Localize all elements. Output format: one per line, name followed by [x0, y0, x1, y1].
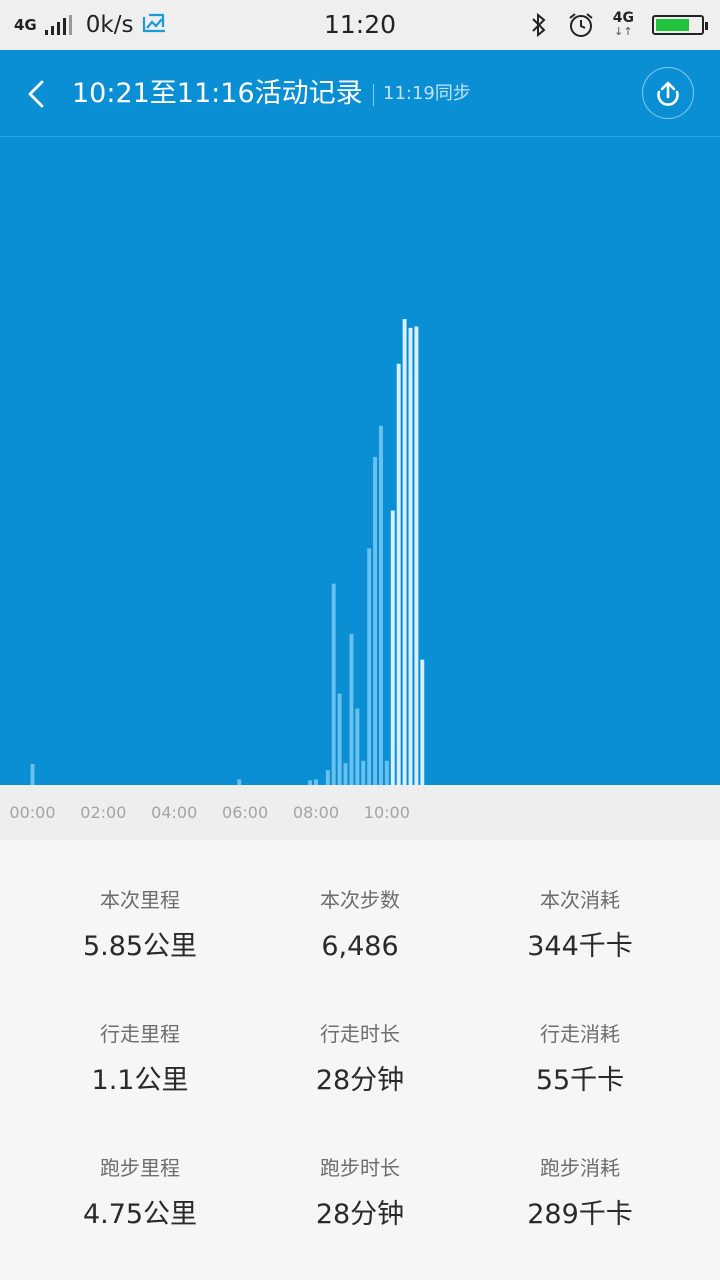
- stat-label: 行走消耗: [540, 1022, 620, 1046]
- stat-item: 行走里程 1.1公里: [20, 1019, 260, 1097]
- data-arrows-icon: 4G ↓↑: [612, 10, 634, 38]
- sync-time: 11:19同步: [383, 83, 471, 104]
- stat-item: 跑步消耗 289千卡: [460, 1153, 700, 1231]
- x-tick-label: 02:00: [80, 803, 127, 822]
- right-network-type: 4G: [612, 10, 634, 26]
- stat-item: 跑步里程 4.75公里: [20, 1153, 260, 1231]
- chart-bar-0820: [325, 770, 330, 785]
- chart-bar-0930: [367, 548, 372, 785]
- chart-bar-0840: [337, 693, 342, 785]
- stat-value: 1.1公里: [91, 1065, 189, 1096]
- time-axis: 00:00 02:00 04:00 06:00 08:00 10:00: [0, 785, 720, 840]
- network-speed: 0k/s: [85, 12, 134, 38]
- app-header: 10:21至11:16活动记录 11:19同步: [0, 50, 720, 137]
- chart-bar-0940: [373, 456, 378, 785]
- activity-bar-chart: [30, 319, 425, 785]
- stat-item: 行走时长 28分钟: [240, 1019, 480, 1097]
- share-button[interactable]: [642, 67, 694, 119]
- stat-item: 本次步数 6,486: [240, 885, 480, 963]
- upload-icon: [657, 81, 679, 106]
- stats-panel: 本次里程 5.85公里 本次步数 6,486 本次消耗 344千卡行走里程 1.1公里 行走时…: [0, 840, 720, 1280]
- chart-bar-1040: [408, 327, 413, 785]
- stat-value: 28分钟: [315, 1199, 405, 1230]
- bluetooth-icon: [532, 12, 546, 38]
- signal-icon: [44, 15, 72, 35]
- stat-value: 55千卡: [535, 1065, 625, 1096]
- stat-item: 本次里程 5.85公里: [20, 885, 260, 963]
- alarm-icon: [569, 13, 593, 37]
- chart-bar-0550: [237, 779, 242, 785]
- stat-value: 344千卡: [527, 931, 633, 962]
- battery-level: [656, 19, 689, 31]
- back-icon[interactable]: [22, 76, 54, 112]
- x-tick-label: 06:00: [222, 803, 269, 822]
- chart-bar-0900: [349, 634, 354, 785]
- x-tick-label: 10:00: [363, 803, 410, 822]
- chart-bar-0910: [355, 708, 360, 785]
- stat-item: 行走消耗 55千卡: [460, 1019, 700, 1097]
- chart-bar-1020: [396, 363, 401, 785]
- page-title: 10:21至11:16活动记录: [72, 78, 363, 109]
- chart-bar-0000: [30, 764, 35, 785]
- stat-label: 跑步时长: [320, 1156, 400, 1180]
- stat-label: 本次里程: [100, 888, 180, 912]
- status-bar: 4G 0k/s 11:20 4G ↓↑: [0, 0, 720, 50]
- x-tick-label: 08:00: [292, 803, 340, 822]
- activity-chart: [0, 137, 720, 785]
- stat-label: 跑步里程: [100, 1156, 180, 1180]
- stat-label: 行走时长: [320, 1022, 400, 1046]
- stat-item: 跑步时长 28分钟: [240, 1153, 480, 1231]
- screenshot-icon: [143, 13, 166, 33]
- status-right: 4G ↓↑: [529, 0, 708, 50]
- stat-value: 28分钟: [315, 1065, 405, 1096]
- stat-value: 289千卡: [527, 1199, 633, 1230]
- chart-bar-0750: [308, 780, 313, 785]
- chart-bar-1100: [420, 659, 425, 785]
- battery-icon: [652, 15, 708, 35]
- status-left: 4G 0k/s: [14, 0, 169, 50]
- chart-bar-0920: [361, 760, 366, 785]
- chart-bar-1030: [402, 319, 407, 785]
- x-tick-label: 00:00: [9, 803, 56, 822]
- stat-item: 本次消耗 344千卡: [460, 885, 700, 963]
- stat-label: 本次消耗: [540, 888, 620, 912]
- stat-label: 本次步数: [320, 888, 400, 912]
- header-separator: [0, 136, 720, 137]
- x-tick-label: 04:00: [151, 803, 198, 822]
- stat-value: 6,486: [321, 931, 399, 962]
- network-type: 4G: [14, 16, 37, 34]
- title-divider: [373, 84, 374, 106]
- chart-bar-0950: [379, 425, 383, 785]
- chart-bar-1000: [384, 760, 389, 785]
- chart-bar-0830: [331, 583, 336, 785]
- chart-bar-1050: [414, 326, 419, 785]
- chart-bar-0850: [343, 763, 348, 785]
- stat-value: 4.75公里: [82, 1199, 198, 1230]
- chart-bar-0800: [314, 779, 318, 785]
- stat-label: 行走里程: [100, 1022, 180, 1046]
- chart-bar-1010: [390, 510, 395, 785]
- stat-value: 5.85公里: [82, 931, 198, 962]
- stat-label: 跑步消耗: [540, 1156, 620, 1180]
